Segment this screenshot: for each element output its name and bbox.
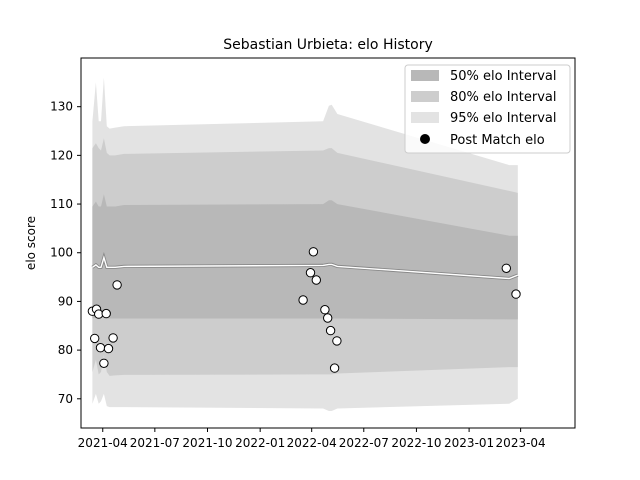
x-tick-label-2022-04: 2022-04 — [287, 436, 337, 450]
legend-swatch-50 — [411, 70, 439, 81]
post-match-point-10 — [298, 295, 308, 305]
post-match-point-20 — [511, 289, 521, 299]
post-match-point-14 — [320, 305, 330, 315]
band-50 — [92, 194, 518, 320]
y-tick-label-120: 120 — [50, 148, 73, 162]
x-tick-label-2022-01: 2022-01 — [235, 436, 285, 450]
x-tick-label-2023-01: 2023-01 — [444, 436, 494, 450]
x-axis-ticks: 2021-04 2021-07 2021-10 2022-01 2022-04 2022-… — [78, 428, 546, 450]
legend-marker-post-match — [420, 134, 430, 144]
legend-swatch-95 — [411, 112, 439, 123]
legend-swatch-80 — [411, 91, 439, 102]
legend-label-95: 95% elo Interval — [450, 111, 557, 126]
chart-title: Sebastian Urbieta: elo History — [223, 37, 433, 53]
post-match-point-7 — [103, 343, 114, 354]
legend: 50% elo Interval 80% elo Interval 95% el… — [404, 64, 571, 154]
plot-frame — [80, 57, 576, 429]
post-match-point-19 — [501, 263, 511, 273]
post-match-point-8 — [108, 333, 118, 343]
y-tick-label-70: 70 — [58, 392, 73, 406]
legend-label-post-match: Post Match elo — [450, 133, 545, 148]
x-tick-label-2023-04: 2023-04 — [496, 436, 546, 450]
y-tick-label-90: 90 — [58, 294, 73, 308]
legend-label-80: 80% elo Interval — [450, 90, 557, 105]
x-tick-label-2021-04: 2021-04 — [78, 436, 128, 450]
y-tick-label-100: 100 — [50, 246, 73, 260]
legend-box — [404, 64, 571, 154]
y-tick-label-80: 80 — [58, 343, 73, 357]
post-match-point-12 — [308, 247, 319, 257]
y-axis-label: elo score — [24, 216, 38, 270]
y-axis-ticks: 70 80 90 100 110 120 130 — [50, 100, 81, 406]
post-match-point-6 — [101, 308, 111, 319]
legend-label-50: 50% elo Interval — [450, 69, 557, 84]
x-tick-label-2021-07: 2021-07 — [130, 436, 180, 450]
post-match-point-9 — [112, 280, 122, 290]
confidence-bands — [92, 77, 518, 411]
y-tick-label-130: 130 — [50, 100, 73, 114]
post-match-points — [87, 247, 521, 373]
post-match-point-17 — [329, 363, 340, 373]
x-tick-label-2022-07: 2022-07 — [339, 436, 389, 450]
mean-elo-line — [91, 252, 519, 281]
post-match-point-16 — [325, 325, 336, 336]
y-tick-label-110: 110 — [50, 197, 73, 211]
post-match-point-5 — [99, 358, 109, 368]
post-match-point-13 — [311, 275, 321, 285]
x-tick-label-2021-10: 2021-10 — [182, 436, 232, 450]
post-match-point-15 — [323, 313, 333, 323]
post-match-point-18 — [332, 336, 342, 346]
post-match-point-11 — [305, 268, 316, 278]
post-match-point-4 — [95, 343, 106, 353]
post-match-point-1 — [90, 333, 100, 344]
x-tick-label-2022-10: 2022-10 — [391, 436, 441, 450]
mean-line — [92, 255, 519, 280]
